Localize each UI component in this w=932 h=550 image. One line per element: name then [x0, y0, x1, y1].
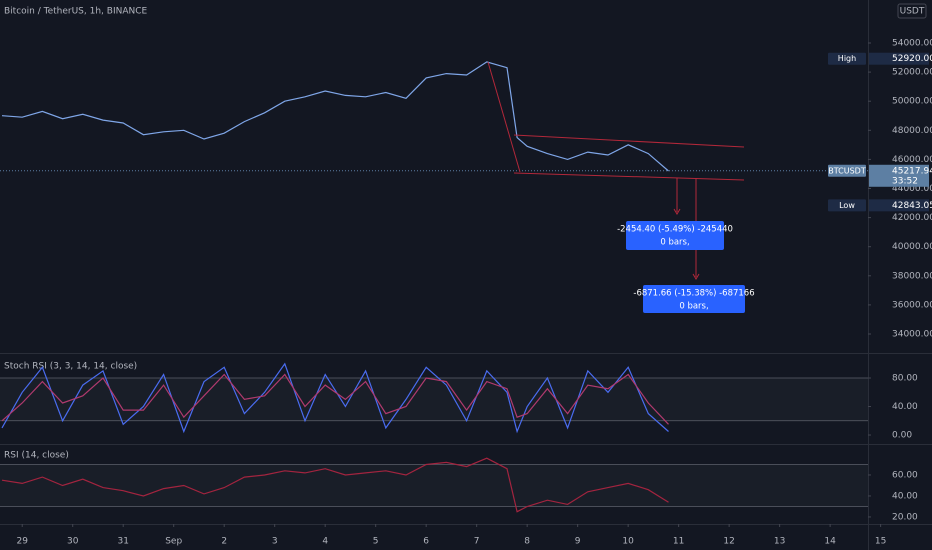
price-tag — [869, 199, 929, 212]
currency[interactable]: USDT — [900, 7, 925, 17]
y-tick-label: 40000.00 — [892, 242, 932, 252]
price-tag-label: High — [838, 54, 856, 63]
price-tag — [869, 52, 929, 65]
price-line — [1, 457, 669, 513]
y-tick-label: 20.00 — [892, 512, 918, 522]
x-tick-label: 11 — [673, 537, 684, 547]
y-tick-label: 60.00 — [892, 470, 918, 480]
measure-text: -6871.66 (-15.38%) -687166 — [633, 289, 754, 299]
price-line — [1, 61, 669, 172]
x-tick-label: 13 — [774, 537, 785, 547]
arrow — [673, 208, 681, 215]
currency-box[interactable] — [897, 3, 927, 19]
x-tick-label: 31 — [117, 537, 128, 547]
arrow — [692, 273, 700, 280]
y-tick-label: 38000.00 — [892, 271, 932, 281]
y-tick-label: 0.00 — [892, 431, 912, 441]
trend-line — [513, 134, 745, 148]
trend-line — [513, 172, 745, 181]
measure-text: 0 bars, — [679, 302, 708, 312]
trend-line — [487, 61, 521, 173]
drawings — [487, 61, 745, 280]
x-tick-label: 4 — [322, 537, 328, 547]
y-tick-label: 40.00 — [892, 402, 918, 412]
measure-box-bg — [643, 285, 745, 313]
series-line — [1, 373, 669, 425]
x-tick-label: 15 — [875, 537, 886, 547]
x-tick-label: 5 — [373, 537, 379, 547]
band-fill — [0, 378, 868, 421]
measure-text: -2454.40 (-5.49%) -245440 — [617, 225, 733, 235]
y-tick-label: 80.00 — [892, 374, 918, 384]
y-tick-label: 52000.00 — [892, 68, 932, 78]
x-tick-label: 10 — [622, 537, 634, 547]
x-tick-label: 14 — [824, 537, 836, 547]
price-tag-label-bg — [828, 52, 866, 65]
y-tick-label: 48000.00 — [892, 126, 932, 136]
y-tick-label: 44000.00 — [892, 184, 932, 194]
x-tick-label: 7 — [474, 537, 480, 547]
measure-box-bg — [626, 221, 724, 250]
price-tag-value: 42843.05 — [892, 201, 932, 211]
y-tick-label: 36000.00 — [892, 300, 932, 310]
y-tick-label: 50000.00 — [892, 97, 932, 107]
band-fill — [0, 464, 868, 507]
x-tick-label: 30 — [67, 537, 79, 547]
pane-title: Stoch RSI (3, 3, 14, 14, close) — [4, 362, 137, 372]
x-tick-label: 6 — [423, 537, 429, 547]
y-tick-label: 42000.00 — [892, 213, 932, 223]
y-tick-label: 40.00 — [892, 491, 918, 501]
x-tick-label: 8 — [524, 537, 530, 547]
y-tick-label: 54000.00 — [892, 38, 932, 48]
y-tick-label: 34000.00 — [892, 330, 932, 340]
price-tag-countdown: 33:52 — [892, 176, 918, 186]
chart-title: Bitcoin / TetherUS, 1h, BINANCE — [4, 7, 148, 17]
x-tick-label: 12 — [723, 537, 734, 547]
series-layer — [0, 61, 868, 513]
price-tag-value: 52920.00 — [892, 54, 932, 64]
price-tag-label-bg — [828, 164, 866, 177]
price-tag-label-bg — [828, 199, 866, 212]
measure-box: -6871.66 (-15.38%) -687166 0 bars, — [633, 285, 755, 313]
x-tick-label: 3 — [272, 537, 278, 547]
series-line — [1, 362, 669, 434]
measure-box: -2454.40 (-5.49%) -245440 0 bars, — [617, 221, 733, 250]
y-tick-label: 46000.00 — [892, 155, 932, 165]
price-tag-value: 45217.94 — [892, 166, 932, 176]
price-tag — [869, 164, 929, 187]
measure-text: 0 bars, — [660, 238, 689, 248]
x-tick-label: Sep — [165, 537, 182, 547]
x-tick-label: 29 — [16, 537, 28, 547]
price-tag-label: BTCUSDT — [828, 166, 866, 175]
pane-title: RSI (14, close) — [4, 451, 69, 461]
x-tick-label: 2 — [221, 537, 227, 547]
x-tick-label: 9 — [575, 537, 581, 547]
price-tag-label: Low — [839, 201, 855, 210]
